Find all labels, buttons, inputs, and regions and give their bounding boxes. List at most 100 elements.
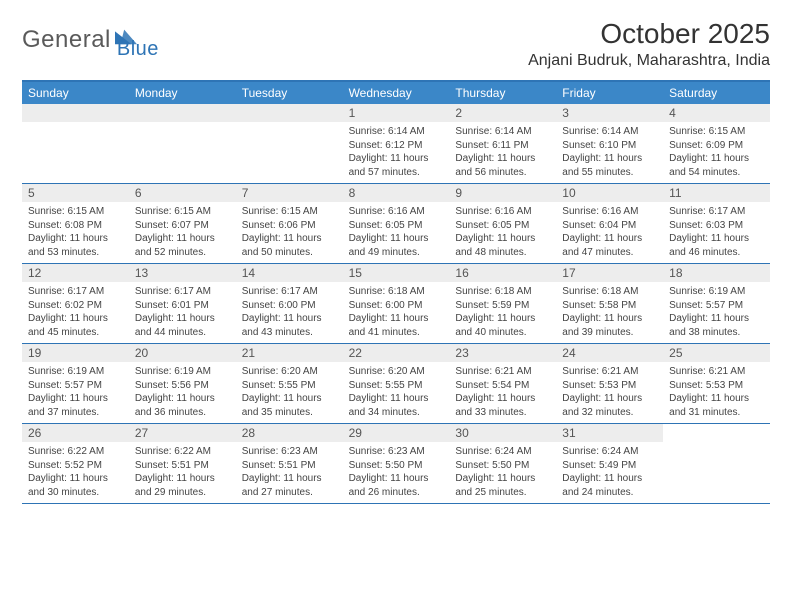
day-number: 8 bbox=[343, 184, 450, 202]
day-number: 15 bbox=[343, 264, 450, 282]
day-number: 13 bbox=[129, 264, 236, 282]
sunrise: Sunrise: 6:15 AM bbox=[669, 125, 764, 139]
day-body: Sunrise: 6:15 AMSunset: 6:09 PMDaylight:… bbox=[663, 122, 770, 183]
day-number bbox=[663, 424, 770, 442]
daylight-line2: and 33 minutes. bbox=[455, 406, 550, 420]
day-body: Sunrise: 6:23 AMSunset: 5:51 PMDaylight:… bbox=[236, 442, 343, 503]
sunrise: Sunrise: 6:23 AM bbox=[242, 445, 337, 459]
day-body: Sunrise: 6:23 AMSunset: 5:50 PMDaylight:… bbox=[343, 442, 450, 503]
week-row: 19Sunrise: 6:19 AMSunset: 5:57 PMDayligh… bbox=[22, 344, 770, 424]
daylight-line1: Daylight: 11 hours bbox=[455, 472, 550, 486]
daylight-line2: and 44 minutes. bbox=[135, 326, 230, 340]
sunrise: Sunrise: 6:17 AM bbox=[669, 205, 764, 219]
sunrise: Sunrise: 6:24 AM bbox=[562, 445, 657, 459]
daylight-line1: Daylight: 11 hours bbox=[242, 232, 337, 246]
day-body bbox=[22, 122, 129, 129]
sunrise: Sunrise: 6:23 AM bbox=[349, 445, 444, 459]
daylight-line2: and 48 minutes. bbox=[455, 246, 550, 260]
sunrise: Sunrise: 6:14 AM bbox=[455, 125, 550, 139]
day-number bbox=[22, 104, 129, 122]
day-body: Sunrise: 6:15 AMSunset: 6:07 PMDaylight:… bbox=[129, 202, 236, 263]
day-body: Sunrise: 6:15 AMSunset: 6:08 PMDaylight:… bbox=[22, 202, 129, 263]
day-number: 21 bbox=[236, 344, 343, 362]
sunrise: Sunrise: 6:16 AM bbox=[349, 205, 444, 219]
sunset: Sunset: 5:57 PM bbox=[28, 379, 123, 393]
sunrise: Sunrise: 6:19 AM bbox=[135, 365, 230, 379]
sunset: Sunset: 5:55 PM bbox=[242, 379, 337, 393]
day-cell: 27Sunrise: 6:22 AMSunset: 5:51 PMDayligh… bbox=[129, 424, 236, 503]
day-body: Sunrise: 6:24 AMSunset: 5:50 PMDaylight:… bbox=[449, 442, 556, 503]
day-cell: 18Sunrise: 6:19 AMSunset: 5:57 PMDayligh… bbox=[663, 264, 770, 343]
day-number: 11 bbox=[663, 184, 770, 202]
daylight-line2: and 38 minutes. bbox=[669, 326, 764, 340]
day-body: Sunrise: 6:24 AMSunset: 5:49 PMDaylight:… bbox=[556, 442, 663, 503]
daylight-line2: and 30 minutes. bbox=[28, 486, 123, 500]
day-cell: 4Sunrise: 6:15 AMSunset: 6:09 PMDaylight… bbox=[663, 104, 770, 183]
sunset: Sunset: 5:58 PM bbox=[562, 299, 657, 313]
day-body: Sunrise: 6:17 AMSunset: 6:02 PMDaylight:… bbox=[22, 282, 129, 343]
daylight-line1: Daylight: 11 hours bbox=[562, 152, 657, 166]
day-number: 20 bbox=[129, 344, 236, 362]
daylight-line1: Daylight: 11 hours bbox=[562, 392, 657, 406]
day-of-week-row: Sunday Monday Tuesday Wednesday Thursday… bbox=[22, 82, 770, 104]
day-body: Sunrise: 6:22 AMSunset: 5:51 PMDaylight:… bbox=[129, 442, 236, 503]
daylight-line1: Daylight: 11 hours bbox=[28, 472, 123, 486]
sunset: Sunset: 6:05 PM bbox=[455, 219, 550, 233]
daylight-line1: Daylight: 11 hours bbox=[669, 312, 764, 326]
day-number: 24 bbox=[556, 344, 663, 362]
day-cell: 7Sunrise: 6:15 AMSunset: 6:06 PMDaylight… bbox=[236, 184, 343, 263]
daylight-line2: and 55 minutes. bbox=[562, 166, 657, 180]
dow-sunday: Sunday bbox=[22, 82, 129, 104]
month-title: October 2025 bbox=[528, 18, 770, 50]
daylight-line2: and 26 minutes. bbox=[349, 486, 444, 500]
day-cell: 26Sunrise: 6:22 AMSunset: 5:52 PMDayligh… bbox=[22, 424, 129, 503]
day-cell: 17Sunrise: 6:18 AMSunset: 5:58 PMDayligh… bbox=[556, 264, 663, 343]
logo-text-general: General bbox=[22, 26, 111, 54]
daylight-line2: and 50 minutes. bbox=[242, 246, 337, 260]
sunrise: Sunrise: 6:17 AM bbox=[28, 285, 123, 299]
daylight-line1: Daylight: 11 hours bbox=[349, 312, 444, 326]
daylight-line1: Daylight: 11 hours bbox=[562, 472, 657, 486]
sunset: Sunset: 6:00 PM bbox=[349, 299, 444, 313]
daylight-line2: and 43 minutes. bbox=[242, 326, 337, 340]
sunset: Sunset: 5:50 PM bbox=[349, 459, 444, 473]
daylight-line2: and 45 minutes. bbox=[28, 326, 123, 340]
day-cell: 2Sunrise: 6:14 AMSunset: 6:11 PMDaylight… bbox=[449, 104, 556, 183]
day-cell: 10Sunrise: 6:16 AMSunset: 6:04 PMDayligh… bbox=[556, 184, 663, 263]
sunset: Sunset: 6:10 PM bbox=[562, 139, 657, 153]
sunset: Sunset: 5:54 PM bbox=[455, 379, 550, 393]
day-body: Sunrise: 6:15 AMSunset: 6:06 PMDaylight:… bbox=[236, 202, 343, 263]
daylight-line1: Daylight: 11 hours bbox=[562, 232, 657, 246]
sunset: Sunset: 6:05 PM bbox=[349, 219, 444, 233]
day-body: Sunrise: 6:20 AMSunset: 5:55 PMDaylight:… bbox=[343, 362, 450, 423]
sunrise: Sunrise: 6:18 AM bbox=[349, 285, 444, 299]
day-cell: 23Sunrise: 6:21 AMSunset: 5:54 PMDayligh… bbox=[449, 344, 556, 423]
daylight-line2: and 54 minutes. bbox=[669, 166, 764, 180]
day-number: 26 bbox=[22, 424, 129, 442]
daylight-line1: Daylight: 11 hours bbox=[349, 152, 444, 166]
day-cell: 8Sunrise: 6:16 AMSunset: 6:05 PMDaylight… bbox=[343, 184, 450, 263]
daylight-line2: and 52 minutes. bbox=[135, 246, 230, 260]
day-cell: 13Sunrise: 6:17 AMSunset: 6:01 PMDayligh… bbox=[129, 264, 236, 343]
sunrise: Sunrise: 6:17 AM bbox=[242, 285, 337, 299]
day-cell: 22Sunrise: 6:20 AMSunset: 5:55 PMDayligh… bbox=[343, 344, 450, 423]
day-body: Sunrise: 6:21 AMSunset: 5:54 PMDaylight:… bbox=[449, 362, 556, 423]
day-cell: 19Sunrise: 6:19 AMSunset: 5:57 PMDayligh… bbox=[22, 344, 129, 423]
day-number: 10 bbox=[556, 184, 663, 202]
day-cell: 21Sunrise: 6:20 AMSunset: 5:55 PMDayligh… bbox=[236, 344, 343, 423]
day-cell: 28Sunrise: 6:23 AMSunset: 5:51 PMDayligh… bbox=[236, 424, 343, 503]
day-cell: 1Sunrise: 6:14 AMSunset: 6:12 PMDaylight… bbox=[343, 104, 450, 183]
day-body: Sunrise: 6:21 AMSunset: 5:53 PMDaylight:… bbox=[663, 362, 770, 423]
daylight-line2: and 46 minutes. bbox=[669, 246, 764, 260]
day-cell: 12Sunrise: 6:17 AMSunset: 6:02 PMDayligh… bbox=[22, 264, 129, 343]
sunrise: Sunrise: 6:24 AM bbox=[455, 445, 550, 459]
daylight-line2: and 27 minutes. bbox=[242, 486, 337, 500]
sunrise: Sunrise: 6:22 AM bbox=[135, 445, 230, 459]
daylight-line1: Daylight: 11 hours bbox=[28, 392, 123, 406]
sunset: Sunset: 5:53 PM bbox=[562, 379, 657, 393]
sunset: Sunset: 5:50 PM bbox=[455, 459, 550, 473]
day-number: 1 bbox=[343, 104, 450, 122]
daylight-line1: Daylight: 11 hours bbox=[455, 312, 550, 326]
sunset: Sunset: 6:06 PM bbox=[242, 219, 337, 233]
day-cell: 30Sunrise: 6:24 AMSunset: 5:50 PMDayligh… bbox=[449, 424, 556, 503]
